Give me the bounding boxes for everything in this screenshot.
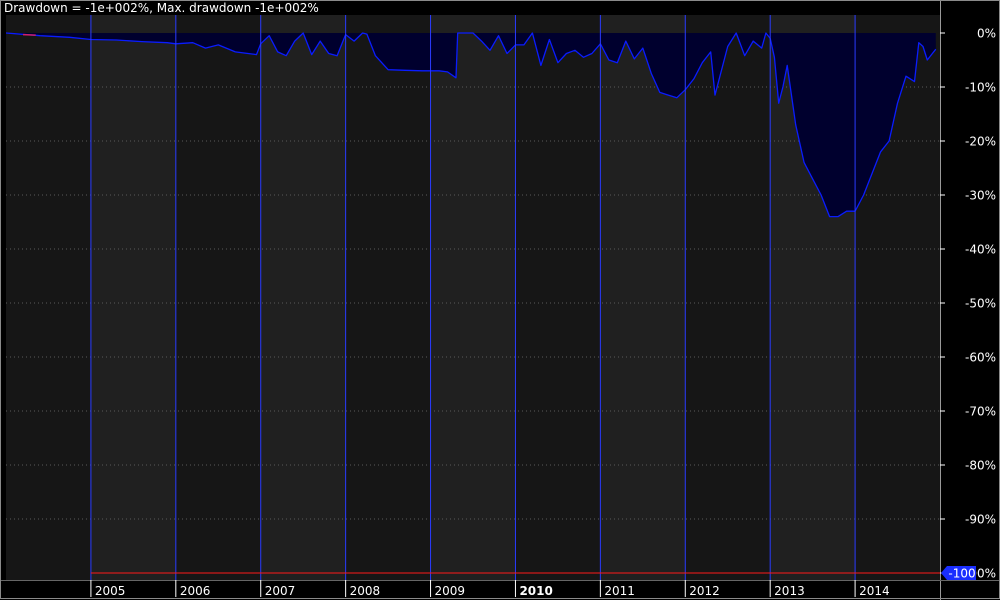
y-tick-label: 0%: [977, 27, 996, 41]
year-panes: [6, 15, 940, 580]
x-tick-label: 2005: [95, 584, 126, 598]
x-tick-label: 2011: [604, 584, 635, 598]
drawdown-start-marker: [22, 33, 36, 36]
x-tick-label: 2010: [519, 584, 552, 598]
last-value-badge: -100: [941, 566, 976, 581]
x-tick-label: 2013: [774, 584, 805, 598]
y-tick-label: -90%: [965, 513, 996, 527]
y-tick-label: -70%: [965, 405, 996, 419]
year-pane: [685, 15, 771, 580]
y-tick-label: -80%: [965, 459, 996, 473]
y-tick-label: -20%: [965, 135, 996, 149]
chart-title: Drawdown = -1e+002%, Max. drawdown -1e+0…: [4, 1, 319, 15]
year-pane: [260, 15, 346, 580]
drawdown-line: [5, 32, 937, 218]
x-tick-label: 2007: [265, 584, 296, 598]
year-pane: [430, 15, 516, 580]
y-tick-label: -30%: [965, 189, 996, 203]
y-tick-label: -50%: [965, 297, 996, 311]
x-tick-label: 2012: [689, 584, 720, 598]
year-pane: [515, 15, 601, 580]
x-tick-label: 2006: [180, 584, 211, 598]
year-pane: [6, 15, 91, 580]
year-pane: [175, 15, 261, 580]
x-tick-label: 2014: [859, 584, 890, 598]
year-pane: [90, 15, 176, 580]
drawdown-area: [6, 33, 936, 217]
year-pane: [345, 15, 431, 580]
y-tick-label: -60%: [965, 351, 996, 365]
last-value-badge-shape: [941, 566, 976, 580]
year-pane: [600, 15, 686, 580]
last-value-label: -100: [948, 567, 975, 581]
x-tick-label: 2009: [435, 584, 466, 598]
x-tick-label: 2008: [350, 584, 381, 598]
y-tick-label: -10%: [965, 81, 996, 95]
y-tick-label: -40%: [965, 243, 996, 257]
drawdown-series: [5, 32, 937, 218]
year-dividers: [90, 15, 856, 580]
y-axis: 0% -10% -20% -30% -40% -50% -60% -70% -80% -90% -1…: [940, 27, 996, 581]
x-axis: 2005 2006 2007 2008 2009 2010 2011 2012 2013 2014: [90, 580, 890, 598]
